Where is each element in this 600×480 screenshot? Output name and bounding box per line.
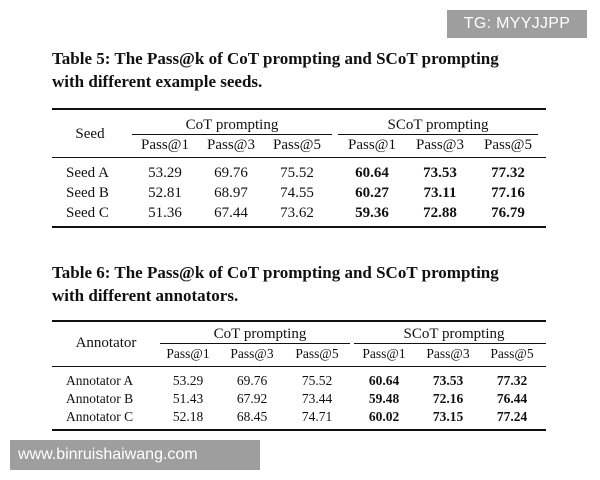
table5-top-rule — [52, 108, 546, 110]
table6-group-scot: SCoT prompting — [403, 326, 505, 342]
table5-cot-underline — [132, 134, 332, 135]
table5-row-label: Seed A — [66, 165, 109, 181]
table5-group-cot: CoT prompting — [185, 117, 279, 133]
table6-row-label: Annotator A — [66, 373, 134, 388]
table6-caption-line1: Table 6: The Pass@k of CoT prompting and… — [52, 263, 499, 282]
table6-cell-best: 59.48 — [368, 391, 400, 406]
table6-row-label: Annotator B — [66, 391, 134, 406]
table6-cell-best: 76.44 — [496, 391, 528, 406]
table5-cell: 69.76 — [214, 165, 248, 181]
table6-scot-underline — [354, 343, 546, 344]
table5-sub-2: Pass@5 — [273, 137, 321, 153]
watermark-top: TG: MYYJJPP — [447, 10, 587, 38]
table6-cell-best: 77.32 — [496, 373, 528, 388]
table5-cell-best: 60.64 — [355, 165, 389, 181]
table6-cell: 52.18 — [172, 409, 204, 424]
table6-cell: 67.92 — [236, 391, 268, 406]
table5-cell-best: 60.27 — [355, 185, 389, 201]
table6-cell-best: 60.64 — [368, 373, 400, 388]
table6-cell: 69.76 — [236, 373, 268, 388]
table5-cell: 52.81 — [148, 185, 182, 201]
table5-row-header: Seed — [75, 126, 105, 142]
table6-cell: 51.43 — [172, 391, 204, 406]
table5-cell: 75.52 — [280, 165, 314, 181]
table6-cell: 75.52 — [301, 373, 333, 388]
table6-sub-4: Pass@3 — [426, 346, 470, 361]
table5-row-label: Seed C — [66, 205, 109, 221]
table6-bottom-rule — [52, 429, 546, 431]
table5-cell: 67.44 — [214, 205, 248, 221]
table5-bottom-rule — [52, 226, 546, 228]
table5-scot-underline — [338, 134, 538, 135]
table5-sub-0: Pass@1 — [141, 137, 189, 153]
table6-cell-best: 72.16 — [432, 391, 464, 406]
table5-cell: 51.36 — [148, 205, 182, 221]
table6-sub-2: Pass@5 — [295, 346, 339, 361]
table5-mid-rule — [52, 157, 546, 158]
table5-cell-best: 73.11 — [423, 185, 457, 201]
table6-sub-1: Pass@3 — [230, 346, 274, 361]
table5-cell-best: 59.36 — [355, 205, 389, 221]
table5-sub-3: Pass@1 — [348, 137, 396, 153]
table6-cell: 68.45 — [236, 409, 268, 424]
table6-row-label: Annotator C — [66, 409, 134, 424]
table5-cell-best: 73.53 — [423, 165, 457, 181]
table5-sub-5: Pass@5 — [484, 137, 532, 153]
table6-cell: 73.44 — [301, 391, 333, 406]
table6-sub-5: Pass@5 — [490, 346, 534, 361]
table5-cell: 68.97 — [214, 185, 248, 201]
table6-cell: 74.71 — [301, 409, 333, 424]
table6-cell-best: 73.53 — [432, 373, 464, 388]
table6-row-header: Annotator — [75, 335, 137, 351]
table5-caption-line1: Table 5: The Pass@k of CoT prompting and… — [52, 49, 499, 68]
table6-sub-0: Pass@1 — [166, 346, 210, 361]
table6-top-rule — [52, 320, 546, 322]
table5-cell-best: 77.32 — [491, 165, 525, 181]
table6-mid-rule — [52, 366, 546, 367]
table5-cell: 73.62 — [280, 205, 314, 221]
table6-cell: 53.29 — [172, 373, 204, 388]
table5-group-scot: SCoT prompting — [387, 117, 489, 133]
table5-sub-4: Pass@3 — [416, 137, 464, 153]
table6-sub-3: Pass@1 — [362, 346, 406, 361]
table5-caption-line2: with different example seeds. — [52, 72, 263, 91]
table5-cell: 74.55 — [280, 185, 314, 201]
table6-caption-line2: with different annotators. — [52, 286, 239, 305]
table5-cell-best: 72.88 — [423, 205, 457, 221]
watermark-bottom: www.binruishaiwang.com — [10, 440, 260, 470]
table5-row-label: Seed B — [66, 185, 109, 201]
table5-sub-1: Pass@3 — [207, 137, 255, 153]
table5-cell: 53.29 — [148, 165, 182, 181]
table6-cot-underline — [160, 343, 350, 344]
table5-cell-best: 76.79 — [491, 205, 525, 221]
table6-cell-best: 77.24 — [496, 409, 528, 424]
table5-cell-best: 77.16 — [491, 185, 525, 201]
table6-cell-best: 60.02 — [368, 409, 400, 424]
table6-cell-best: 73.15 — [432, 409, 464, 424]
table6-group-cot: CoT prompting — [213, 326, 307, 342]
